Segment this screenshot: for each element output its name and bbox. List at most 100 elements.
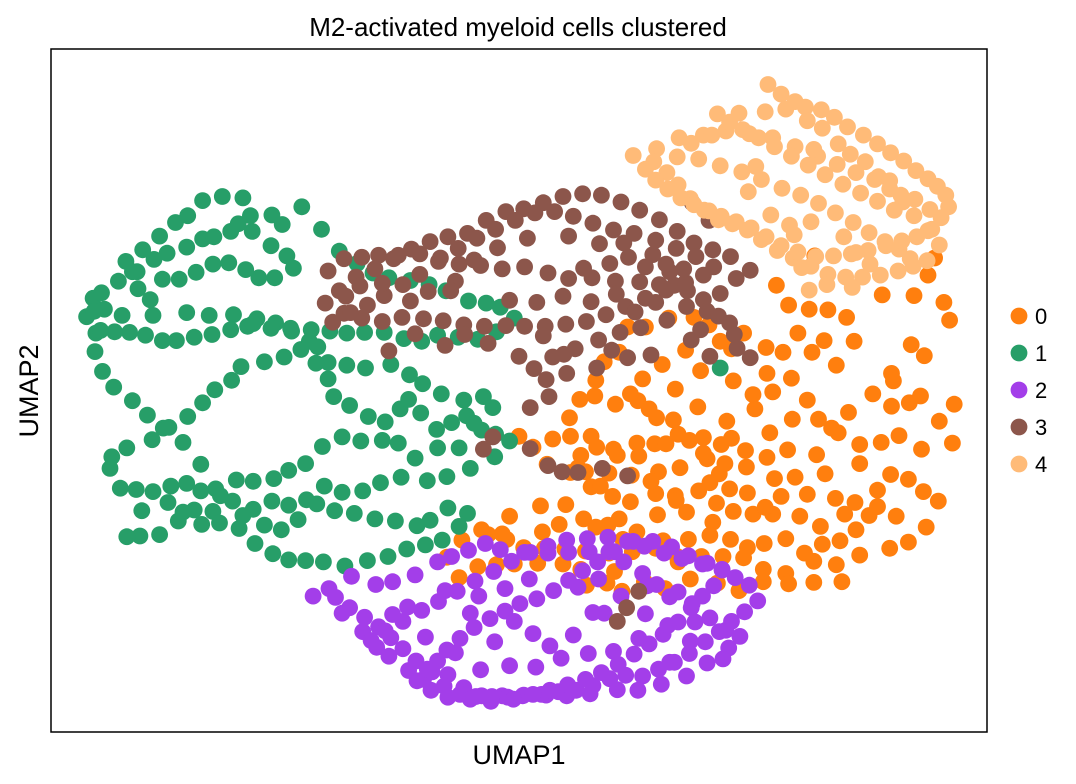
cell-point-cluster-1 bbox=[134, 241, 152, 259]
cell-point-cluster-2 bbox=[394, 640, 412, 658]
cell-point-cluster-0 bbox=[768, 276, 785, 294]
cell-point-cluster-3 bbox=[380, 342, 398, 360]
cell-point-cluster-3 bbox=[704, 241, 722, 259]
cell-point-cluster-1 bbox=[174, 503, 192, 521]
cell-point-cluster-1 bbox=[372, 474, 389, 492]
cell-point-cluster-0 bbox=[649, 506, 666, 524]
cell-point-cluster-4 bbox=[793, 259, 811, 276]
cell-point-cluster-0 bbox=[831, 532, 849, 550]
cell-point-cluster-0 bbox=[805, 552, 823, 570]
cell-point-cluster-3 bbox=[439, 228, 457, 246]
cell-point-cluster-1 bbox=[213, 188, 231, 205]
cell-point-cluster-3 bbox=[701, 347, 719, 365]
cell-point-cluster-0 bbox=[501, 507, 518, 525]
cell-point-cluster-1 bbox=[711, 359, 729, 377]
series-1 bbox=[78, 188, 729, 575]
cell-point-cluster-4 bbox=[877, 237, 895, 255]
cell-point-cluster-0 bbox=[704, 513, 722, 531]
cell-point-cluster-0 bbox=[701, 526, 719, 544]
cell-point-cluster-1 bbox=[408, 517, 426, 535]
cell-point-cluster-1 bbox=[110, 272, 127, 290]
cell-point-cluster-3 bbox=[651, 211, 668, 229]
cell-point-cluster-3 bbox=[642, 346, 660, 364]
cell-point-cluster-3 bbox=[476, 317, 493, 335]
legend-marker-4 bbox=[1010, 455, 1028, 473]
cell-point-cluster-0 bbox=[622, 493, 639, 511]
cell-point-cluster-2 bbox=[362, 632, 380, 649]
cell-point-cluster-1 bbox=[356, 324, 373, 341]
cell-point-cluster-1 bbox=[501, 432, 518, 450]
cell-point-cluster-2 bbox=[461, 690, 479, 708]
cell-point-cluster-3 bbox=[528, 294, 546, 311]
cell-point-cluster-4 bbox=[730, 104, 748, 122]
cell-point-cluster-4 bbox=[829, 135, 847, 153]
cell-point-cluster-3 bbox=[675, 260, 693, 278]
cell-point-cluster-0 bbox=[450, 569, 468, 586]
legend-marker-1 bbox=[1010, 344, 1028, 362]
cell-point-cluster-4 bbox=[895, 152, 913, 170]
cell-point-cluster-2 bbox=[634, 667, 651, 685]
cell-point-cluster-0 bbox=[917, 518, 935, 536]
cell-point-cluster-1 bbox=[432, 385, 450, 403]
cell-point-cluster-4 bbox=[882, 144, 899, 162]
cell-point-cluster-2 bbox=[482, 692, 500, 710]
cell-point-cluster-1 bbox=[443, 414, 460, 431]
cell-point-cluster-3 bbox=[521, 440, 539, 457]
cell-point-cluster-3 bbox=[465, 251, 483, 269]
cell-point-cluster-3 bbox=[373, 313, 391, 330]
cell-point-cluster-2 bbox=[447, 644, 464, 662]
cell-point-cluster-2 bbox=[655, 544, 673, 562]
cell-point-cluster-2 bbox=[736, 603, 753, 621]
cell-point-cluster-0 bbox=[803, 343, 821, 361]
cell-point-cluster-0 bbox=[562, 427, 579, 445]
cell-point-cluster-4 bbox=[930, 236, 948, 254]
cell-point-cluster-0 bbox=[534, 523, 551, 541]
cell-point-cluster-2 bbox=[694, 587, 711, 605]
cell-point-cluster-0 bbox=[905, 287, 923, 304]
cell-point-cluster-2 bbox=[749, 592, 767, 610]
cell-point-cluster-3 bbox=[728, 339, 746, 357]
cell-point-cluster-1 bbox=[205, 228, 223, 246]
cell-point-cluster-1 bbox=[289, 511, 307, 528]
cell-point-cluster-1 bbox=[193, 516, 211, 533]
cell-point-cluster-0 bbox=[586, 387, 604, 405]
cell-point-cluster-3 bbox=[337, 287, 355, 305]
cell-point-cluster-1 bbox=[438, 468, 456, 485]
cell-point-cluster-1 bbox=[139, 406, 156, 424]
cell-point-cluster-3 bbox=[554, 287, 572, 305]
cell-point-cluster-1 bbox=[192, 455, 210, 473]
cell-point-cluster-0 bbox=[882, 466, 899, 483]
cell-point-cluster-2 bbox=[541, 637, 559, 655]
cell-point-cluster-1 bbox=[192, 482, 210, 500]
cell-point-cluster-3 bbox=[366, 260, 384, 278]
cell-point-cluster-3 bbox=[489, 239, 506, 257]
cell-point-cluster-1 bbox=[319, 370, 337, 388]
cell-point-cluster-4 bbox=[711, 157, 729, 175]
cell-point-cluster-1 bbox=[389, 434, 407, 452]
cell-point-cluster-3 bbox=[554, 188, 572, 205]
cell-point-cluster-3 bbox=[394, 276, 412, 293]
cell-point-cluster-1 bbox=[265, 470, 283, 487]
cell-point-cluster-0 bbox=[628, 434, 646, 452]
cell-point-cluster-1 bbox=[292, 341, 310, 358]
cell-point-cluster-0 bbox=[757, 339, 775, 356]
cell-point-cluster-2 bbox=[376, 622, 394, 640]
cell-point-cluster-0 bbox=[869, 481, 886, 499]
cell-point-cluster-1 bbox=[282, 319, 299, 337]
cell-point-cluster-1 bbox=[244, 315, 262, 332]
cell-point-cluster-0 bbox=[864, 385, 882, 403]
cell-point-cluster-3 bbox=[406, 325, 424, 343]
cell-point-cluster-0 bbox=[812, 518, 829, 535]
cell-point-cluster-0 bbox=[847, 521, 865, 539]
cell-point-cluster-3 bbox=[727, 270, 745, 287]
cell-point-cluster-4 bbox=[860, 224, 878, 242]
cell-point-cluster-1 bbox=[159, 494, 177, 511]
cell-point-cluster-2 bbox=[559, 676, 577, 694]
cell-point-cluster-0 bbox=[681, 570, 699, 588]
cell-point-cluster-3 bbox=[657, 281, 675, 299]
cell-point-cluster-1 bbox=[170, 270, 188, 288]
cell-point-cluster-1 bbox=[314, 438, 331, 455]
cell-point-cluster-3 bbox=[722, 248, 739, 265]
cell-point-cluster-1 bbox=[376, 413, 394, 431]
cell-point-cluster-2 bbox=[380, 647, 398, 665]
